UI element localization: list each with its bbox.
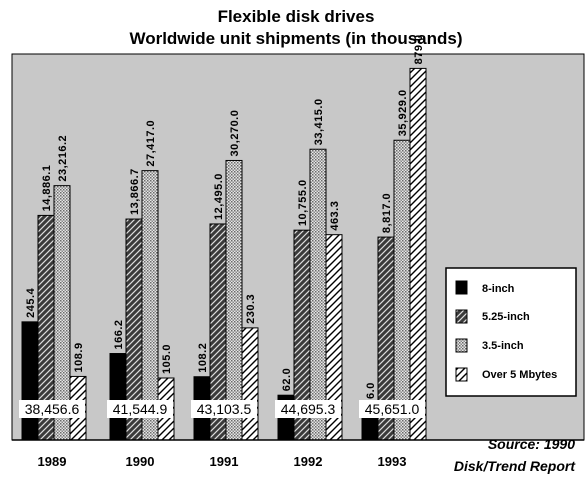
value-label-8-inch-1992: 62.0 [281,368,293,391]
value-label-5-25-inch-1990: 13,866.7 [129,168,141,215]
bar-3-5-inch-1990 [141,170,159,441]
chart-subtitle: Worldwide unit shipments (in thousands) [129,29,462,48]
value-label-3-5-inch-1993: 35,929.0 [397,89,409,136]
total-label-1993: 45,651.0 [365,401,420,417]
x-tick-label-1993: 1993 [378,454,407,469]
bar-3-5-inch-1993 [393,139,411,441]
total-label-1990: 41,544.9 [113,401,168,417]
year-labels-layer: 1989 1990 1991 1992 1993 [38,454,407,469]
legend-label-5-25-inch: 5.25-inch [482,311,530,323]
bar-over-5-mbytes-1993 [409,67,427,441]
legend-swatch-3-5-inch [455,338,468,353]
bars-layer [21,67,427,441]
total-label-1991: 43,103.5 [197,401,252,417]
x-tick-label-1992: 1992 [294,454,323,469]
value-label-over-5-mbytes-1993: 879.0 [413,34,425,64]
legend-label-over-5-mbytes: Over 5 Mbytes [482,369,557,381]
value-label-8-inch-1990: 166.2 [113,319,125,349]
legend-label-8-inch: 8-inch [482,283,515,295]
source-line-2: Disk/Trend Report [454,458,576,474]
value-label-3-5-inch-1990: 27,417.0 [145,120,157,167]
legend-swatch-over-5-mbytes [455,367,468,382]
chart-title: Flexible disk drives [218,7,375,26]
bar-3-5-inch-1991 [225,159,243,441]
value-label-5-25-inch-1993: 8,817.0 [381,193,393,233]
total-box-1993 [359,400,425,418]
legend-swatch-5-25-inch [455,309,468,324]
legend-swatch-8-inch [455,280,468,295]
value-label-5-25-inch-1989: 14,886.1 [41,165,53,212]
value-label-8-inch-1993: 26.0 [365,382,377,405]
legend: 8-inch 5.25-inch 3.5-inch Over 5 Mbytes [445,267,577,397]
bar-8-inch-1990 [109,353,127,441]
value-label-3-5-inch-1989: 23,216.2 [57,135,69,182]
total-box-1990 [107,400,173,418]
value-label-8-inch-1989: 245.4 [25,287,37,317]
total-box-1989 [19,400,85,418]
value-label-over-5-mbytes-1990: 105.0 [161,344,173,374]
value-label-5-25-inch-1991: 12,495.0 [213,173,225,220]
source-line-1: Source: 1990 [488,436,575,452]
x-tick-label-1991: 1991 [210,454,239,469]
legend-box [445,267,577,397]
total-label-1992: 44,695.3 [281,401,336,417]
bar-over-5-mbytes-1991 [241,327,259,441]
value-labels-layer: 245.4 14,886.1 23,216.2 108.9 166.2 13,866.7 2… [25,34,425,405]
total-box-1991 [191,400,257,418]
value-label-over-5-mbytes-1992: 463.3 [329,201,341,231]
value-label-5-25-inch-1992: 10,755.0 [297,179,309,226]
total-label-1989: 38,456.6 [25,401,80,417]
value-label-over-5-mbytes-1991: 230.3 [245,294,257,324]
x-tick-label-1989: 1989 [38,454,67,469]
totals-layer: 38,456.6 41,544.9 43,103.5 44,695.3 45,651.0 [19,400,425,418]
bar-3-5-inch-1992 [309,148,327,441]
value-label-3-5-inch-1992: 33,415.0 [313,98,325,145]
value-label-over-5-mbytes-1989: 108.9 [73,342,85,372]
value-label-3-5-inch-1991: 30,270.0 [229,110,241,157]
bar-8-inch-1989 [21,321,39,441]
legend-label-3-5-inch: 3.5-inch [482,340,524,352]
value-label-8-inch-1991: 108.2 [197,343,209,373]
x-tick-label-1990: 1990 [126,454,155,469]
total-box-1992 [275,400,341,418]
